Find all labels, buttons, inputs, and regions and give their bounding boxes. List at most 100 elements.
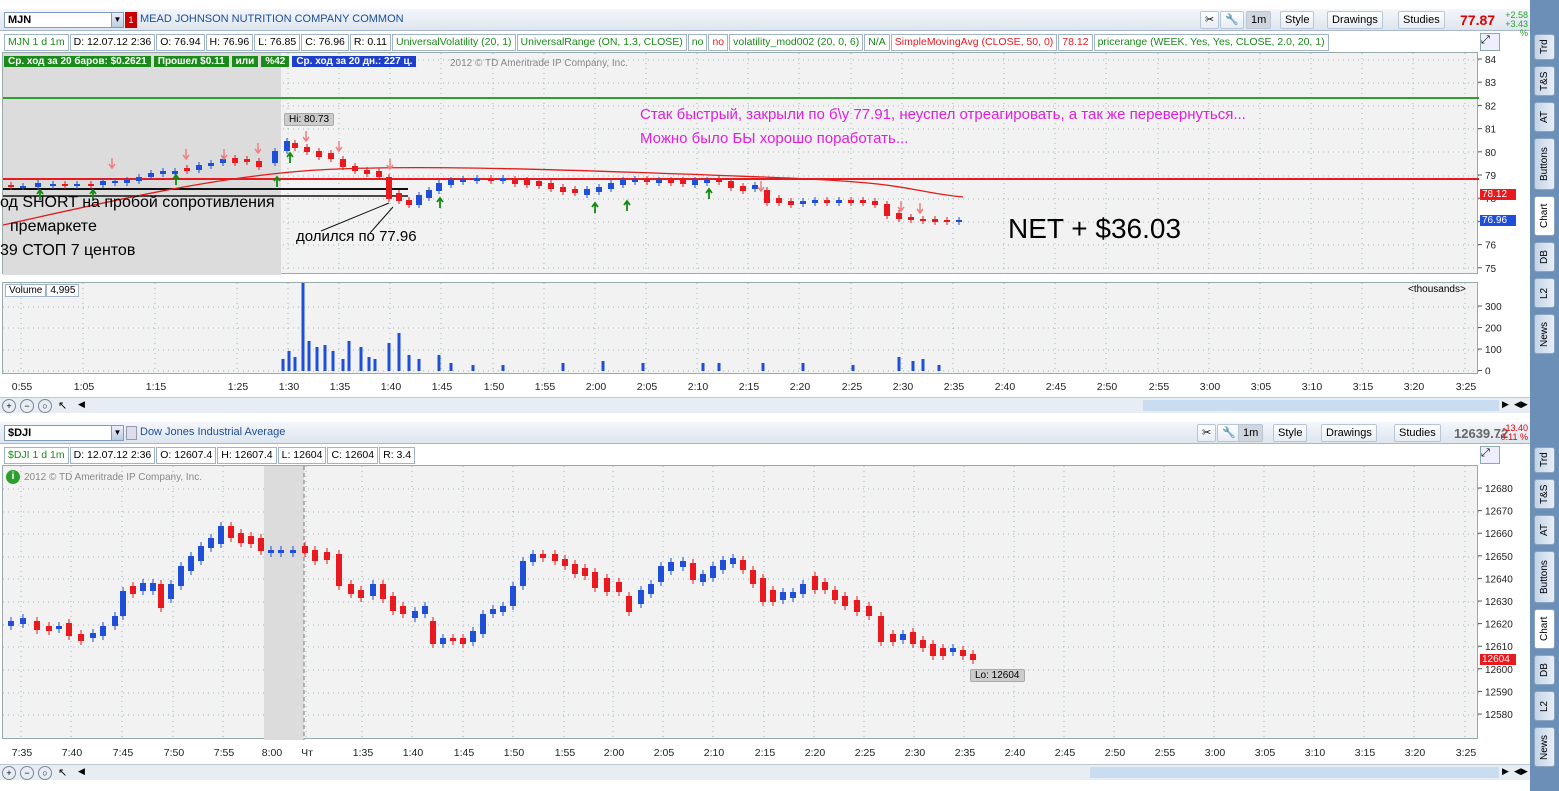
short-entry-text: од SHORT на пробой сопротивления [0, 194, 275, 211]
bottom-last-price-tag: 12604 [1480, 654, 1516, 665]
side-tab-buttons[interactable]: Buttons [1534, 551, 1555, 603]
side-tab-at[interactable]: AT [1534, 102, 1555, 132]
sell-arrow-icon [897, 201, 905, 213]
interval-button[interactable]: 1m [1246, 11, 1272, 29]
interval-button[interactable]: 1m [1238, 424, 1264, 442]
top-study-item: O: 76.94 [156, 34, 205, 51]
drawings-button[interactable]: Drawings [1321, 424, 1377, 442]
top-study-item: SimpleMovingAvg (CLOSE, 50, 0) [890, 34, 1058, 51]
zoom-out-icon[interactable]: − [20, 399, 34, 413]
side-tab-buttons[interactable]: Buttons [1534, 138, 1555, 190]
side-tab-news[interactable]: News [1534, 314, 1555, 354]
bottom-symbol-input[interactable]: $DJI [4, 425, 112, 441]
studies-button[interactable]: Studies [1398, 11, 1445, 29]
studies-button[interactable]: Studies [1394, 424, 1441, 442]
top-price-plot[interactable] [2, 52, 1479, 275]
tools-icon[interactable]: ✂ [1200, 11, 1220, 29]
chart-settings-icon[interactable]: ⤢ [1480, 446, 1500, 464]
top-symbol-input[interactable]: MJN [4, 12, 112, 28]
side-tab-l2[interactable]: L2 [1534, 691, 1555, 721]
candle-body [364, 170, 370, 174]
style-button[interactable]: Style [1273, 424, 1308, 442]
candle-body [832, 590, 838, 600]
side-tab-ts[interactable]: T&S [1534, 479, 1555, 509]
candle-body [328, 153, 334, 159]
top-study-item: L: 76.85 [254, 34, 301, 51]
drawings-button[interactable]: Drawings [1327, 11, 1383, 29]
side-tab-ts[interactable]: T&S [1534, 66, 1555, 96]
side-tab-db[interactable]: DB [1534, 655, 1555, 685]
bottom-price-tick-label: 12630 [1485, 597, 1513, 608]
volume-bar [407, 355, 411, 371]
sma-price-tag: 78.12 [1480, 189, 1516, 200]
scroll-right-icon[interactable]: ▶ [1502, 399, 1509, 409]
link-icon[interactable] [126, 426, 137, 440]
tools-icon[interactable]: ✂ [1197, 424, 1217, 442]
wrench-icon[interactable]: 🔧 [1217, 424, 1241, 442]
cursor-icon[interactable]: ↖ [58, 767, 68, 779]
expand-icon[interactable]: ◀▶ [1514, 399, 1528, 409]
wrench-icon[interactable]: 🔧 [1220, 11, 1244, 29]
bottom-price-plot[interactable] [2, 465, 1479, 740]
candle-body [278, 550, 284, 553]
candle-body [524, 180, 530, 185]
volume-bar [761, 363, 765, 371]
sma-line [2, 166, 964, 226]
candle-body [572, 189, 578, 193]
top-time-tick-label: 3:00 [1200, 381, 1221, 393]
candle-body [812, 200, 818, 203]
link-icon[interactable]: 1 [125, 12, 137, 28]
volume-bar [921, 359, 925, 371]
candle-body [34, 621, 40, 630]
candle-body [272, 151, 278, 163]
candle-body [178, 566, 184, 586]
volume-bar [367, 357, 371, 371]
side-tab-at[interactable]: AT [1534, 515, 1555, 545]
top-study-bar: MJN 1 d 1m D: 12.07.12 2:36 O: 76.94 H: 76.… [4, 34, 1330, 51]
zoom-out-icon[interactable]: − [20, 766, 34, 780]
bottom-scrollbar[interactable] [1090, 767, 1499, 778]
scroll-right-icon[interactable]: ▶ [1502, 766, 1509, 776]
side-tab-trd[interactable]: Trd [1534, 34, 1555, 60]
chart-settings-icon[interactable]: ⤢ [1480, 33, 1500, 51]
top-study-item: UniversalVolatility (20, 1) [391, 34, 516, 51]
candle-body [50, 184, 56, 186]
lo-label: Lo: 12604 [970, 669, 1025, 682]
info-icon[interactable]: i [6, 470, 20, 484]
top-price-tick-label: 82 [1485, 101, 1497, 112]
volume-plot[interactable] [2, 281, 1479, 375]
style-button[interactable]: Style [1280, 11, 1315, 29]
candle-body [500, 606, 506, 612]
bottom-time-tick-label: Чт [301, 747, 313, 759]
fit-icon[interactable]: ○ [38, 399, 52, 413]
cursor-icon[interactable]: ↖ [58, 400, 68, 412]
sell-arrow-icon [182, 149, 190, 161]
bottom-time-tick-label: 2:20 [805, 747, 826, 759]
top-study-item: N/A [864, 34, 890, 51]
top-time-tick-label: 1:40 [381, 381, 402, 393]
symbol-dropdown-icon[interactable]: ▼ [111, 425, 124, 441]
expand-icon[interactable]: ◀▶ [1514, 766, 1528, 776]
candle-body [596, 187, 602, 192]
side-tab-news[interactable]: News [1534, 727, 1555, 767]
top-scrollbar[interactable] [1143, 400, 1499, 411]
side-tab-chart[interactable]: Chart [1534, 196, 1555, 236]
bottom-study-item: $DJI 1 d 1m [4, 447, 69, 464]
candle-body [416, 195, 422, 205]
scroll-left-icon[interactable]: ◀ [78, 399, 85, 409]
symbol-dropdown-icon[interactable]: ▼ [111, 12, 124, 28]
zoom-in-icon[interactable]: + [2, 766, 16, 780]
volume-bar [601, 361, 605, 371]
bottom-time-tick-label: 3:15 [1355, 747, 1376, 759]
side-tab-chart[interactable]: Chart [1534, 609, 1555, 649]
top-toolbar: MJN ▼ 1 MEAD JOHNSON NUTRITION COMPANY C… [0, 9, 1530, 38]
zoom-in-icon[interactable]: + [2, 399, 16, 413]
side-tab-trd[interactable]: Trd [1534, 447, 1555, 473]
side-tab-l2[interactable]: L2 [1534, 278, 1555, 308]
candle-body [812, 576, 818, 590]
candle-body [824, 200, 830, 203]
scroll-left-icon[interactable]: ◀ [78, 766, 85, 776]
fit-icon[interactable]: ○ [38, 766, 52, 780]
side-tab-db[interactable]: DB [1534, 242, 1555, 272]
volume-bar [387, 343, 391, 371]
